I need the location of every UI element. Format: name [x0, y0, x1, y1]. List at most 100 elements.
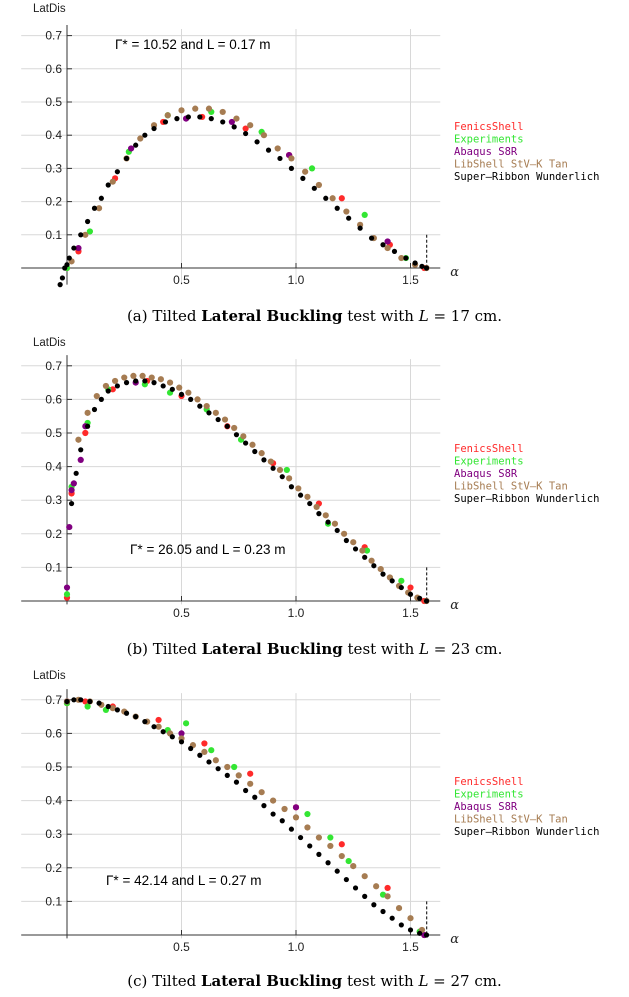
data-point: [169, 386, 175, 392]
data-point: [174, 116, 180, 122]
data-point: [157, 376, 164, 383]
data-point: [304, 824, 311, 831]
x-tick-label: 1.0: [288, 273, 305, 287]
data-point: [389, 578, 395, 584]
y-tick-label: 0.3: [45, 493, 62, 507]
data-point: [201, 748, 208, 755]
caption-b-prefix: (b) Tilted: [126, 640, 202, 658]
data-point: [398, 584, 404, 591]
legend-entry: Super–Ribbon Wunderlich: [454, 171, 599, 183]
data-point: [164, 112, 171, 119]
legend-entry: Experiments: [454, 456, 524, 468]
caption-a-var: L: [418, 307, 429, 325]
data-point: [384, 884, 391, 892]
y-tick-label: 0.7: [45, 359, 62, 373]
data-point: [182, 720, 190, 727]
data-point: [215, 416, 221, 423]
data-point: [350, 863, 357, 870]
data-point: [192, 105, 199, 112]
legend-entry: Abaqus S8R: [454, 801, 518, 813]
caption-c-var: L: [418, 972, 429, 990]
data-point: [111, 377, 119, 385]
data-point: [63, 584, 71, 591]
x-axis-label: α: [450, 932, 459, 947]
data-point: [228, 118, 235, 126]
data-point: [66, 255, 72, 261]
data-point: [352, 546, 359, 552]
data-point: [114, 169, 120, 175]
data-point: [151, 380, 157, 386]
data-point: [243, 440, 249, 446]
data-point: [277, 155, 283, 162]
data-point: [292, 814, 300, 821]
data-point: [219, 108, 226, 116]
caption-c-prefix: (c) Tilted: [127, 972, 201, 990]
data-point: [231, 763, 238, 771]
data-point: [258, 450, 265, 457]
data-point: [362, 893, 368, 899]
data-point: [417, 930, 423, 936]
y-tick-label: 0.6: [45, 62, 62, 76]
y-tick-label: 0.5: [45, 760, 62, 774]
legend-entry: Super–Ribbon Wunderlich: [454, 493, 599, 505]
caption-c: (c) Tilted Lateral Buckling test with L …: [0, 972, 629, 990]
legend-entry: Super–Ribbon Wunderlich: [454, 826, 599, 838]
data-point: [304, 810, 311, 818]
data-point: [371, 902, 377, 908]
data-point: [68, 487, 75, 494]
caption-a-prefix: (a) Tilted: [126, 307, 202, 325]
data-point: [340, 530, 348, 537]
data-point: [95, 205, 103, 212]
data-point: [338, 852, 345, 860]
data-point: [371, 563, 377, 569]
data-point: [82, 429, 89, 437]
data-point: [84, 703, 91, 710]
x-tick-label: 1.5: [402, 940, 419, 954]
data-point: [224, 763, 231, 771]
data-point: [350, 539, 357, 546]
data-point: [313, 503, 320, 511]
data-point: [98, 195, 104, 201]
x-tick-label: 0.5: [173, 273, 190, 287]
x-axis-label: α: [450, 598, 459, 613]
legend-entry: FenicsShell: [454, 443, 524, 455]
data-point: [279, 474, 285, 480]
data-point: [82, 698, 89, 705]
data-point: [66, 523, 73, 531]
data-point: [327, 834, 334, 841]
data-point: [423, 932, 430, 938]
data-point: [283, 466, 290, 474]
data-point: [286, 475, 293, 482]
data-point: [412, 260, 418, 266]
x-tick-label: 1.0: [288, 940, 305, 954]
data-point: [137, 135, 144, 142]
data-point: [417, 595, 423, 601]
y-tick-label: 0.6: [45, 726, 62, 740]
parameter-annotation: Γ* = 10.52 and L = 0.17 m: [115, 37, 271, 52]
data-point: [300, 175, 306, 181]
legend-entry: LibShell StV–K Tan: [454, 159, 568, 171]
data-point: [75, 436, 82, 443]
data-point: [133, 142, 139, 148]
data-point: [201, 740, 208, 747]
x-tick-label: 0.5: [173, 606, 190, 620]
data-point: [233, 432, 240, 438]
data-point: [261, 803, 267, 809]
data-point: [398, 577, 405, 584]
caption-b-bold: Lateral Buckling: [201, 640, 343, 658]
data-point: [419, 263, 425, 269]
data-point: [373, 883, 380, 890]
data-point: [105, 388, 111, 394]
data-point: [139, 372, 146, 379]
data-point: [359, 547, 366, 554]
parameter-annotation: Γ* = 26.05 and L = 0.23 m: [130, 542, 286, 557]
caption-b-var: L: [419, 640, 429, 658]
legend-entry: Abaqus S8R: [454, 468, 518, 480]
legend-entry: Abaqus S8R: [454, 146, 518, 158]
data-point: [130, 372, 137, 379]
data-point: [391, 248, 398, 254]
data-point: [208, 747, 215, 754]
y-tick-label: 0.6: [45, 392, 62, 406]
data-point: [334, 527, 340, 534]
